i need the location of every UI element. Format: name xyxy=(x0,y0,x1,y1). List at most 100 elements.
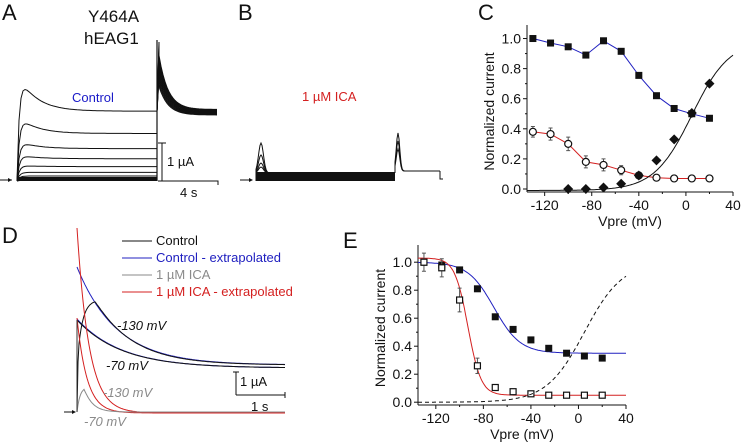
data-point xyxy=(456,296,464,304)
data-point xyxy=(527,336,535,344)
data-point xyxy=(456,266,464,274)
data-point xyxy=(580,391,589,399)
data-point xyxy=(686,108,697,119)
data-point xyxy=(546,129,555,139)
data-point xyxy=(635,71,643,79)
data-point xyxy=(600,37,608,45)
data-point xyxy=(633,170,644,181)
data-point xyxy=(562,391,571,399)
y-tick-label: 0.8 xyxy=(502,61,522,77)
panel-a: A Y464A hEAG1 Control 1 µA 4 s xyxy=(0,0,219,200)
panel-letter-c: C xyxy=(478,0,494,25)
data-point xyxy=(582,51,590,59)
legend-d: Control Control - extrapolated 1 µM ICA 1 µ… xyxy=(122,233,293,299)
legend-label: 1 µM ICA xyxy=(156,267,211,282)
panel-letter-b: B xyxy=(238,0,253,25)
panel-e-chart: E 0.0 0.2 0.4 0.6 0.8 1.0 -120 -80 -40 0 40 Vpre (mV… xyxy=(343,228,634,442)
panel-d: D Control Control - extrapolated 1 µM ICA 1… xyxy=(2,223,293,429)
data-point xyxy=(617,47,625,55)
arrow-head-icon xyxy=(8,178,12,182)
data-point xyxy=(564,43,572,51)
trace-prepulse-peak xyxy=(255,166,276,181)
y-axis-title: Normalized current xyxy=(481,52,497,170)
data-point xyxy=(580,352,588,360)
x-tick-label: -80 xyxy=(473,410,493,426)
scale-bar-time xyxy=(236,392,286,398)
panel-c-chart: C 0.0 0.2 0.4 0.6 0.8 1.0 -120 -80 -40 0 40 Vpre (mV… xyxy=(478,0,741,229)
data-point xyxy=(616,178,627,189)
arrow-head-icon xyxy=(249,178,253,182)
y-tick-label: 0.4 xyxy=(393,338,413,354)
data-point xyxy=(547,39,555,47)
data-point xyxy=(473,362,482,370)
data-point xyxy=(491,383,499,392)
data-point xyxy=(545,391,553,399)
trace-end xyxy=(439,171,443,180)
trace-ica-extrapolated-70 xyxy=(76,317,285,414)
x-tick-label: -120 xyxy=(531,197,559,213)
construct-name: Y464A xyxy=(88,7,140,26)
data-point xyxy=(580,183,591,194)
fit-curve xyxy=(418,257,626,396)
panel-b: B 1 µM ICA xyxy=(238,0,443,182)
data-point xyxy=(651,155,662,166)
x-tick-label: -120 xyxy=(422,410,450,426)
data-point xyxy=(687,174,696,183)
trace-prepulse xyxy=(16,165,157,182)
data-point xyxy=(563,183,574,194)
trace-ica-130 xyxy=(76,388,285,413)
y-tick-label: 0.6 xyxy=(393,310,413,326)
panel-letter-a: A xyxy=(2,0,17,25)
fit-curve xyxy=(418,275,627,403)
data-point xyxy=(670,104,678,112)
channel-name: hEAG1 xyxy=(84,29,139,48)
y-axis-title: Normalized current xyxy=(372,269,388,387)
annotation-ica-70: -70 mV xyxy=(84,414,127,429)
trace-baseline-bundle xyxy=(256,172,395,181)
annotation-control-70: -70 mV xyxy=(106,358,149,373)
annotation-ica-130: -130 mV xyxy=(103,385,153,400)
data-point xyxy=(491,313,499,321)
trace-control-70 xyxy=(76,319,285,368)
y-tick-label: 0.0 xyxy=(393,394,413,410)
data-point xyxy=(564,139,573,148)
y-tick-label: 1.0 xyxy=(393,254,413,270)
legend-label: 1 µM ICA - extrapolated xyxy=(156,284,293,299)
trace-control-130 xyxy=(76,301,285,413)
x-axis-title: Vpre (mV) xyxy=(490,426,554,442)
scale-time-label: 4 s xyxy=(180,185,198,200)
y-tick-label: 0.6 xyxy=(502,91,522,107)
x-tick-label: 40 xyxy=(725,197,741,213)
data-point xyxy=(599,160,608,170)
data-point xyxy=(509,325,517,333)
data-point xyxy=(420,258,428,266)
scale-current-label: 1 µA xyxy=(240,374,267,389)
condition-label-control: Control xyxy=(72,90,114,105)
data-point xyxy=(509,388,517,396)
data-point xyxy=(529,35,537,43)
y-tick-label: 0.8 xyxy=(393,282,413,298)
data-point xyxy=(563,349,571,357)
scale-time-label: 1 s xyxy=(251,399,269,414)
scale-bar-time xyxy=(162,180,219,185)
y-tick-label: 0.4 xyxy=(502,121,522,137)
data-point xyxy=(528,127,537,136)
data-point xyxy=(670,174,679,183)
data-point xyxy=(652,92,660,100)
tail-current-traces xyxy=(76,227,286,414)
y-tick-label: 0.0 xyxy=(502,181,522,197)
legend-label: Control - extrapolated xyxy=(156,250,281,265)
data-point xyxy=(598,182,609,193)
trace-prepulse xyxy=(16,88,157,182)
condition-label-ica: 1 µM ICA xyxy=(302,89,357,104)
arrow-head-icon xyxy=(72,410,76,414)
trace-prepulse xyxy=(16,175,157,182)
current-traces-ica xyxy=(255,132,443,181)
scale-current-label: 1 µA xyxy=(167,154,194,169)
legend-label: Control xyxy=(156,233,198,248)
data-point xyxy=(704,78,715,89)
trace-prepulse xyxy=(16,171,157,182)
x-tick-label: -80 xyxy=(582,197,602,213)
data-point xyxy=(617,166,626,175)
